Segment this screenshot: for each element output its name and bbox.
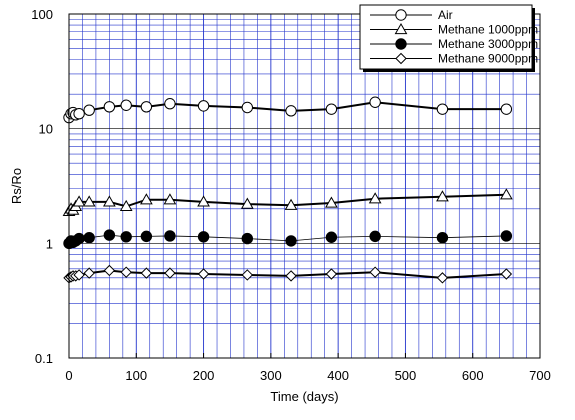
data-point-filled-circle bbox=[436, 231, 449, 244]
legend-entry: Air bbox=[370, 8, 453, 22]
x-axis-label: Time (days) bbox=[270, 389, 338, 404]
data-point-diamond bbox=[285, 270, 297, 282]
data-point-filled-circle bbox=[83, 231, 95, 244]
data-point-circle bbox=[369, 96, 381, 108]
data-point-diamond bbox=[197, 268, 210, 280]
series-methane-9000ppm bbox=[63, 264, 513, 284]
data-point-circle bbox=[73, 108, 85, 120]
plot-area-frame bbox=[68, 13, 541, 359]
y-tick-label: 0.1 bbox=[35, 351, 53, 366]
data-point-triangle bbox=[284, 198, 298, 210]
legend-entry: Methane 1000ppm bbox=[370, 23, 538, 37]
x-tick-label: 200 bbox=[193, 368, 215, 383]
data-point-filled-circle bbox=[285, 235, 297, 247]
data-point-circle bbox=[197, 100, 210, 112]
data-point-diamond bbox=[73, 269, 85, 281]
data-point-circle bbox=[103, 101, 116, 113]
data-point-diamond bbox=[395, 52, 407, 65]
data-point-filled-circle bbox=[500, 230, 513, 242]
x-tick-label: 100 bbox=[125, 368, 147, 383]
data-point-triangle bbox=[72, 195, 86, 207]
data-point-filled-circle bbox=[73, 232, 85, 245]
y-tick-label: 10 bbox=[39, 122, 53, 137]
data-point-filled-circle bbox=[140, 230, 153, 243]
legend-entry: Methane 9000ppm bbox=[370, 52, 538, 66]
axis-ticks: 0 100 200 300 400 500 600 700 0.1 1 10 100 bbox=[31, 7, 551, 383]
data-point-diamond bbox=[83, 267, 95, 279]
data-point-filled-circle bbox=[325, 231, 338, 243]
data-point-triangle bbox=[119, 199, 133, 212]
data-point-triangle bbox=[82, 195, 96, 207]
data-point-circle bbox=[120, 99, 132, 111]
data-point-diamond bbox=[103, 264, 116, 277]
x-tick-label: 500 bbox=[395, 368, 417, 383]
data-point-circle bbox=[241, 101, 254, 114]
data-point-filled-circle bbox=[103, 229, 116, 241]
data-point-filled-circle bbox=[395, 38, 407, 50]
data-point-triangle bbox=[240, 197, 254, 209]
data-point-triangle bbox=[197, 195, 210, 207]
data-point-diamond bbox=[325, 268, 338, 280]
legend-label: Methane 1000ppm bbox=[438, 23, 538, 37]
data-point-filled-circle bbox=[197, 231, 210, 243]
x-tick-label: 0 bbox=[65, 368, 72, 383]
data-point-diamond bbox=[140, 267, 153, 279]
legend-label: Air bbox=[438, 8, 453, 22]
data-point-triangle bbox=[394, 22, 408, 35]
data-point-diamond bbox=[241, 269, 254, 281]
data-point-filled-circle bbox=[120, 231, 132, 243]
legend-label: Methane 9000ppm bbox=[438, 52, 538, 66]
data-point-diamond bbox=[436, 272, 449, 284]
data-point-filled-circle bbox=[164, 230, 176, 242]
data-point-diamond bbox=[369, 266, 381, 278]
data-point-triangle bbox=[436, 190, 449, 202]
x-tick-label: 700 bbox=[529, 368, 551, 383]
series-methane-3000ppm bbox=[63, 229, 513, 250]
data-point-triangle bbox=[499, 188, 513, 200]
data-point-triangle bbox=[163, 193, 177, 205]
data-point-filled-circle bbox=[241, 232, 254, 245]
data-point-circle bbox=[325, 103, 338, 115]
data-point-circle bbox=[83, 104, 95, 116]
data-point-triangle bbox=[368, 192, 382, 204]
x-tick-label: 300 bbox=[260, 368, 282, 383]
series-air bbox=[63, 96, 513, 124]
data-point-diamond bbox=[164, 267, 176, 279]
data-point-circle bbox=[164, 98, 176, 110]
data-point-circle bbox=[285, 105, 297, 117]
data-point-diamond bbox=[120, 266, 132, 278]
y-tick-label: 1 bbox=[46, 236, 53, 251]
x-tick-label: 600 bbox=[462, 368, 484, 383]
y-tick-label: 100 bbox=[31, 7, 53, 22]
data-point-circle bbox=[500, 103, 513, 115]
data-point-circle bbox=[140, 101, 153, 113]
data-point-triangle bbox=[103, 195, 116, 207]
data-point-circle bbox=[395, 9, 407, 21]
data-point-filled-circle bbox=[369, 230, 381, 243]
series-layer bbox=[62, 96, 513, 284]
gridlines bbox=[68, 13, 541, 359]
x-tick-label: 400 bbox=[327, 368, 349, 383]
legend-entry: Methane 3000ppm bbox=[370, 37, 538, 51]
data-point-circle bbox=[436, 103, 449, 115]
series-methane-1000ppm bbox=[62, 188, 513, 216]
legend-label: Methane 3000ppm bbox=[438, 37, 538, 51]
data-point-diamond bbox=[500, 268, 513, 280]
data-point-triangle bbox=[325, 196, 338, 208]
data-point-triangle bbox=[140, 193, 153, 205]
y-axis-label: Rs/Ro bbox=[9, 168, 24, 204]
